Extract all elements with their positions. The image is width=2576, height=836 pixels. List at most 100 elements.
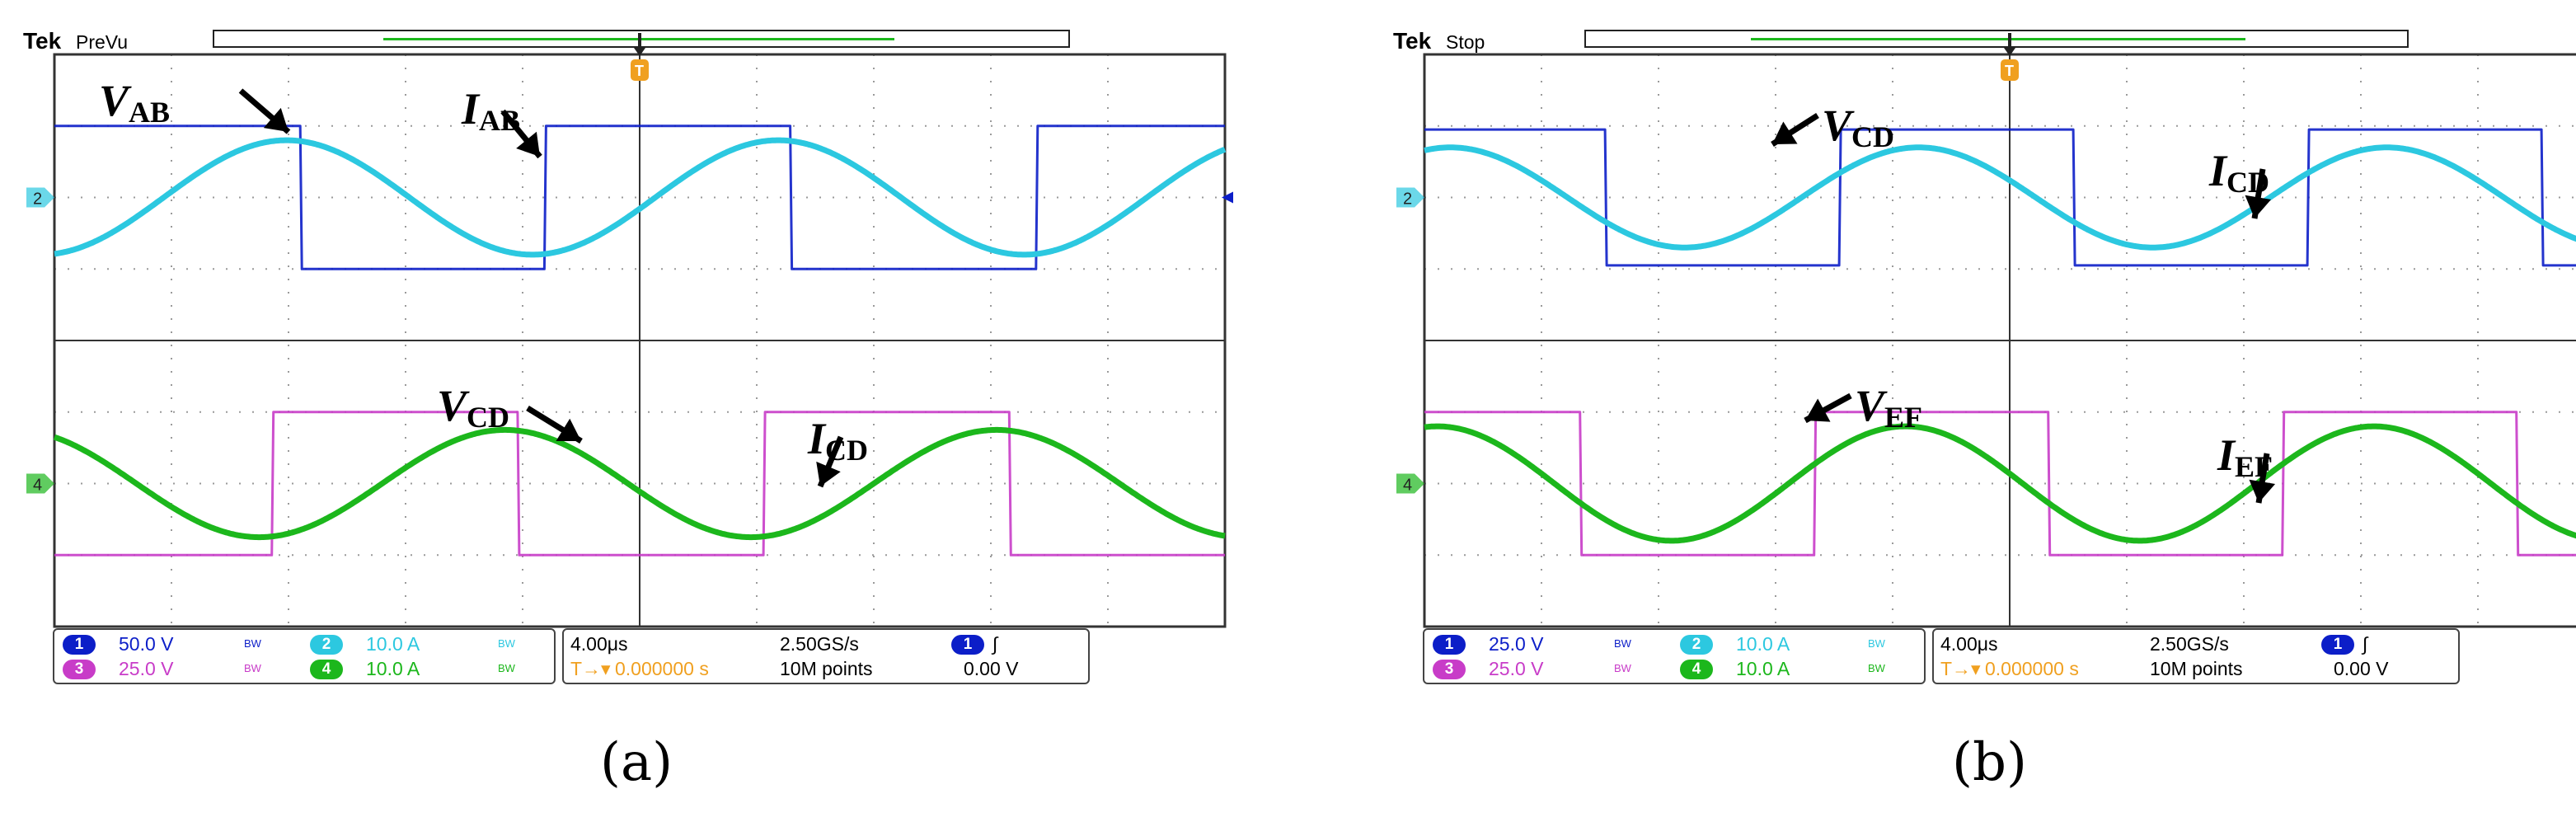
trigger-badge-label: T: [635, 63, 644, 79]
timebase-value: 4.00μs: [1940, 633, 1998, 655]
ch4-marker-shape: [1396, 473, 1424, 494]
trigger-source-badge[interactable]: 1: [2321, 635, 2354, 655]
annotation-arrow-head-icon: [816, 461, 841, 486]
annotation-label: IAB: [461, 84, 520, 137]
waveform-ch4: [53, 426, 1227, 541]
scope-screenshot-b: Tek Stop 2 4 T VCD ICD VEF IEF 1 25.0 V BW 2 1…: [1370, 0, 2576, 693]
waveform-ch4: [1423, 423, 2576, 544]
ch3-badge[interactable]: 3: [1433, 660, 1466, 679]
annotation-i-ab: IAB: [461, 84, 542, 159]
trigger-position-marker[interactable]: T: [631, 33, 649, 81]
ch4-badge[interactable]: 4: [1680, 660, 1713, 679]
annotation-label: VCD: [437, 381, 509, 434]
annotation-i-ef: IEF: [2217, 430, 2276, 504]
ch2-marker-label: 2: [1403, 190, 1412, 209]
trigger-level-arrow-icon: [1222, 191, 1233, 204]
annotation-label: VAB: [99, 76, 170, 129]
trigger-arrow-icon: [634, 48, 645, 56]
ch2-badge[interactable]: 2: [1680, 635, 1713, 655]
ch1-badge[interactable]: 1: [63, 635, 96, 655]
ch2-ground-marker[interactable]: 2: [1396, 187, 1424, 209]
annotation-arrow-head-icon: [516, 131, 540, 157]
record-length-value: 10M points: [2150, 658, 2243, 679]
ch2-marker-label: 2: [33, 190, 42, 209]
waveform-ch3: [1424, 411, 2576, 557]
ch4-marker-label: 4: [33, 477, 42, 495]
annotation-arrow-head-icon: [2245, 195, 2272, 218]
trigger-badge-label: T: [2005, 63, 2014, 79]
status-bar: 1 50.0 V BW 2 10.0 A BW 3 25.0 V BW 4 10…: [53, 628, 1223, 684]
annotation-arrow-head-icon: [1805, 398, 1831, 422]
waveform-ch1: [1424, 128, 2576, 267]
ch4-marker-shape: [26, 473, 54, 494]
annotation-arrow-head-icon: [2249, 479, 2276, 503]
scope-screenshot-a: Tek PreVu 2 4 T VAB IAB VCD ICD 1 50.0 V BW 2 …: [0, 0, 1236, 693]
ch3-scale: 25.0 V: [1489, 658, 1544, 679]
annotation-label: VCD: [1822, 101, 1894, 153]
trigger-badge: [2001, 59, 2019, 81]
channel-settings-panel: 1 50.0 V BW 2 10.0 A BW 3 25.0 V BW 4 10…: [53, 628, 556, 684]
annotation-arrow-head-icon: [556, 418, 581, 441]
trigger-arrow-icon: [2004, 48, 2015, 56]
waveform-ch1: [54, 124, 1225, 270]
timebase-trigger-panel: 4.00μs T→▾ 0.000000 s 2.50GS/s 10M point…: [1932, 628, 2460, 684]
annotation-label: VEF: [1855, 381, 1922, 434]
annotation-arrow-head-icon: [1772, 121, 1798, 144]
ch4-scale: 10.0 A: [1736, 658, 1790, 679]
annotation-i-cd: ICD: [2208, 146, 2272, 219]
ch3-bw-icon: BW: [244, 662, 261, 674]
caption-a: (a): [600, 732, 673, 793]
ch4-bw-icon: BW: [498, 662, 515, 674]
annotation-v-ab: VAB: [99, 76, 291, 134]
waveform-ch2: [1423, 144, 2576, 251]
waveform-ch2: [53, 137, 1227, 258]
ch1-scale: 25.0 V: [1489, 633, 1544, 655]
ch2-scale: 10.0 A: [1736, 633, 1790, 655]
waveform-display: 2 4 T VCD ICD VEF IEF: [1396, 33, 2576, 628]
ch1-bw-icon: BW: [1614, 637, 1631, 650]
ch4-ground-marker[interactable]: 4: [26, 473, 54, 495]
ch4-ground-marker[interactable]: 4: [1396, 473, 1424, 495]
ch3-bw-icon: BW: [1614, 662, 1631, 674]
record-window-indicator: [1751, 38, 2245, 40]
waveform-display: 2 4 T VAB IAB VCD ICD: [26, 33, 1233, 628]
annotation-v-cd: VCD: [437, 381, 583, 444]
tek-brand-label: Tek: [23, 28, 62, 54]
ch2-bw-icon: BW: [1868, 637, 1885, 650]
trigger-source-badge[interactable]: 1: [951, 635, 984, 655]
annotation-i-cd: ICD: [807, 414, 868, 488]
ch4-marker-label: 4: [1403, 477, 1412, 495]
record-view-bar: [1584, 30, 2409, 48]
ch3-scale: 25.0 V: [119, 658, 174, 679]
trigger-position-value: 0.000000 s: [1985, 658, 2079, 679]
timebase-value: 4.00μs: [570, 633, 628, 655]
trigger-slope-icon: ∫: [992, 633, 998, 655]
caption-b: (b): [1952, 732, 2027, 793]
annotation-v-cd: VCD: [1771, 101, 1894, 153]
sample-rate-value: 2.50GS/s: [2150, 633, 2229, 655]
ch3-badge[interactable]: 3: [63, 660, 96, 679]
ch1-badge[interactable]: 1: [1433, 635, 1466, 655]
trigger-badge: [631, 59, 649, 81]
trigger-slope-icon: ∫: [2363, 633, 2368, 655]
trigger-position-prefix: T→▾: [1940, 658, 1981, 679]
ch2-marker-shape: [26, 187, 54, 208]
trigger-level-value: 0.00 V: [964, 658, 1019, 679]
acquisition-mode-label: PreVu: [76, 31, 129, 53]
trigger-level-value: 0.00 V: [2334, 658, 2389, 679]
record-length-value: 10M points: [780, 658, 873, 679]
trigger-position-marker[interactable]: T: [2001, 33, 2019, 81]
sample-rate-value: 2.50GS/s: [780, 633, 859, 655]
trigger-position-value: 0.000000 s: [615, 658, 709, 679]
ch4-badge[interactable]: 4: [310, 660, 343, 679]
ch2-ground-marker[interactable]: 2: [26, 187, 54, 209]
ch2-scale: 10.0 A: [366, 633, 420, 655]
ch2-badge[interactable]: 2: [310, 635, 343, 655]
ch2-bw-icon: BW: [498, 637, 515, 650]
status-bar: 1 25.0 V BW 2 10.0 A BW 3 25.0 V BW 4 10…: [1423, 628, 2576, 684]
channel-settings-panel: 1 25.0 V BW 2 10.0 A BW 3 25.0 V BW 4 10…: [1423, 628, 1926, 684]
timebase-trigger-panel: 4.00μs T→▾ 0.000000 s 2.50GS/s 10M point…: [562, 628, 1090, 684]
acquisition-mode-label: Stop: [1446, 31, 1485, 53]
ch2-marker-shape: [1396, 187, 1424, 208]
annotation-arrow-head-icon: [263, 107, 289, 132]
